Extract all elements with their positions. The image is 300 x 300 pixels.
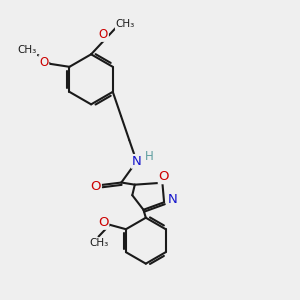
Text: O: O	[39, 56, 48, 69]
Text: O: O	[91, 180, 101, 193]
Text: O: O	[99, 28, 108, 41]
Text: O: O	[98, 216, 109, 229]
Text: H: H	[145, 149, 153, 163]
Text: O: O	[159, 170, 169, 183]
Text: CH₃: CH₃	[17, 45, 36, 55]
Text: N: N	[167, 193, 177, 206]
Text: N: N	[132, 155, 142, 168]
Text: CH₃: CH₃	[89, 238, 108, 248]
Text: CH₃: CH₃	[116, 19, 135, 29]
